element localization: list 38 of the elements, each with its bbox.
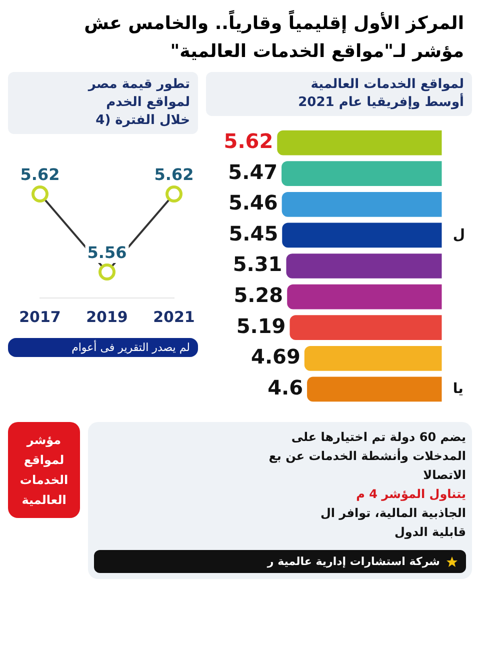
bar [277, 130, 442, 156]
bar [286, 254, 442, 278]
chart-title: تطور قيمة مصر لمواقع الخدم خلال الفترة (4 [86, 76, 190, 130]
text: قابلية الدول [393, 524, 466, 541]
data-label: 5.19 [236, 314, 286, 338]
data-label: 5.46 [228, 190, 278, 215]
bar [307, 376, 442, 402]
text: لم يصدر التقرير فى أعوام [8, 338, 198, 357]
y-tick-label: ل [452, 226, 466, 243]
text: يتناول المؤشر 4 م [355, 486, 466, 503]
bar [282, 161, 442, 186]
data-label: 5.45 [228, 221, 278, 246]
text: المركز الأول إقليمياً وقارياً.. والخامس عش مؤشر لـ"مواقع الخدمات العالمية" [83, 10, 464, 64]
data-label: 5.62 [154, 165, 194, 184]
data-label: 4.69 [251, 344, 300, 369]
y-tick-label: يا [452, 380, 464, 397]
x-tick-label: 2019 [86, 308, 128, 326]
x-tick-label: 2017 [19, 308, 61, 326]
bar [287, 284, 442, 310]
text: يضم 60 دولة تم اختيارها على [290, 429, 466, 446]
data-label: 5.28 [234, 283, 284, 308]
text: الجاذبية المالية، توافر ال [319, 505, 466, 522]
bar [282, 192, 442, 217]
data-label: 5.47 [228, 160, 278, 184]
chart-title: لمواقع الخدمات العالمية أوسط وإفريقيا عام 2021 [297, 76, 464, 112]
bar [282, 222, 442, 248]
text: المدخلات وأنشطة الخدمات عن بع [268, 447, 466, 465]
text: مؤشر لمواقع الخدمات العالمية [8, 422, 80, 518]
data-label: 5.62 [20, 165, 60, 184]
text: شركة استشارات إدارية عالمية ر [267, 554, 440, 570]
x-tick-label: 2021 [153, 308, 195, 326]
text: الاتصالا [422, 467, 466, 484]
bar [290, 315, 442, 340]
bar [304, 346, 442, 371]
data-label: 5.62 [224, 129, 274, 154]
data-label: 5.56 [87, 243, 127, 262]
data-label: 4.6 [268, 375, 304, 400]
data-label: 5.31 [232, 252, 282, 276]
